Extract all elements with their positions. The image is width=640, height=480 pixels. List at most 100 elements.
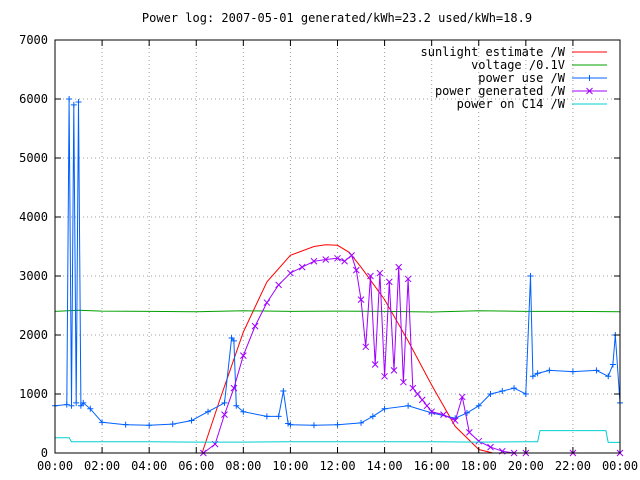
data-point-plus — [146, 422, 153, 429]
data-point-x — [287, 269, 294, 277]
data-point-plus — [240, 408, 247, 415]
data-point-plus — [63, 401, 70, 408]
data-point-x — [458, 393, 466, 401]
data-point-plus — [529, 373, 536, 380]
data-point-plus — [358, 419, 365, 426]
data-point-plus — [99, 419, 106, 426]
series-0 — [201, 244, 494, 454]
data-point-plus — [205, 408, 212, 415]
data-point-x — [230, 384, 238, 392]
data-point-plus — [80, 399, 87, 406]
y-axis-ticks: 0 1000 2000 3000 4000 5000 6000 7000 — [19, 33, 620, 460]
x-axis-ticks: 00:00 02:00 04:00 06:00 08:00 10:00 12:00 14:00… — [37, 40, 638, 473]
x-tick-label: 16:00 — [414, 459, 450, 473]
y-tick-label: 7000 — [19, 33, 48, 47]
data-point-x — [385, 278, 393, 286]
x-tick-label: 00:00 — [37, 459, 73, 473]
data-point-x — [334, 254, 341, 262]
data-point-plus — [275, 413, 282, 420]
data-point-plus — [263, 413, 270, 420]
data-point-plus — [586, 75, 593, 81]
x-tick-label: 10:00 — [272, 459, 308, 473]
y-tick-label: 1000 — [19, 387, 48, 401]
data-point-plus — [68, 402, 75, 409]
legend-label: voltage /0.1V — [471, 58, 565, 72]
data-point-x — [390, 367, 398, 374]
data-point-plus — [334, 421, 341, 428]
data-point-x — [371, 361, 379, 368]
data-point-x — [418, 396, 426, 404]
x-tick-label: 20:00 — [508, 459, 544, 473]
data-point-plus — [188, 417, 195, 424]
series-layer — [52, 96, 624, 457]
y-tick-label: 4000 — [19, 210, 48, 224]
y-tick-label: 6000 — [19, 92, 48, 106]
x-tick-label: 04:00 — [131, 459, 167, 473]
data-point-plus — [499, 388, 506, 395]
data-point-x — [239, 352, 247, 360]
data-point-x — [414, 390, 421, 398]
legend-label: sunlight estimate /W — [421, 45, 566, 59]
data-point-x — [310, 257, 318, 265]
data-point-x — [586, 87, 593, 95]
x-tick-label: 22:00 — [555, 459, 591, 473]
x-tick-label: 14:00 — [367, 459, 403, 473]
data-point-x — [367, 272, 374, 280]
data-point-plus — [280, 388, 287, 395]
series-line — [201, 244, 494, 454]
data-point-plus — [122, 421, 129, 428]
data-point-x — [322, 256, 330, 263]
x-tick-label: 02:00 — [84, 459, 120, 473]
data-point-x — [341, 257, 348, 265]
series-line — [54, 98, 621, 426]
y-tick-label: 5000 — [19, 151, 48, 165]
data-point-x — [400, 378, 407, 386]
data-point-x — [352, 266, 360, 274]
data-point-plus — [546, 367, 553, 374]
data-point-plus — [475, 402, 482, 409]
data-point-plus — [287, 421, 294, 428]
data-point-plus — [233, 402, 240, 409]
data-point-plus — [487, 391, 494, 397]
data-point-plus — [73, 399, 80, 406]
series-3 — [199, 251, 624, 457]
data-point-x — [263, 299, 271, 306]
data-point-plus — [569, 368, 576, 375]
chart-title: Power log: 2007-05-01 generated/kWh=23.2… — [142, 11, 532, 25]
data-point-x — [357, 296, 365, 303]
data-point-plus — [593, 367, 600, 374]
data-point-x — [348, 251, 355, 259]
data-point-plus — [527, 273, 534, 279]
legend-label: power generated /W — [435, 84, 566, 98]
data-point-x — [465, 428, 473, 436]
data-point-plus — [381, 405, 388, 412]
x-tick-label: 18:00 — [461, 459, 497, 473]
y-tick-label: 3000 — [19, 269, 48, 283]
data-point-plus — [70, 101, 77, 108]
data-point-x — [428, 408, 436, 416]
data-point-plus — [609, 361, 616, 368]
data-point-x — [298, 263, 306, 271]
data-point-plus — [221, 399, 228, 406]
data-point-plus — [75, 98, 82, 105]
data-point-x — [362, 343, 370, 351]
data-point-plus — [511, 385, 518, 392]
legend-label: power use /W — [478, 71, 565, 85]
data-point-plus — [405, 402, 412, 409]
data-point-x — [440, 411, 447, 419]
x-tick-label: 12:00 — [319, 459, 355, 473]
series-4 — [55, 430, 620, 443]
data-point-x — [376, 269, 384, 277]
data-point-plus — [428, 409, 435, 416]
data-point-plus — [87, 405, 94, 412]
data-point-plus — [605, 373, 612, 380]
data-point-x — [409, 384, 417, 392]
data-point-x — [251, 322, 259, 330]
data-point-x — [395, 263, 403, 271]
series-1 — [54, 309, 621, 313]
data-point-plus — [522, 391, 529, 397]
data-point-plus — [169, 421, 176, 428]
series-line — [54, 309, 621, 313]
x-tick-label: 08:00 — [225, 459, 261, 473]
